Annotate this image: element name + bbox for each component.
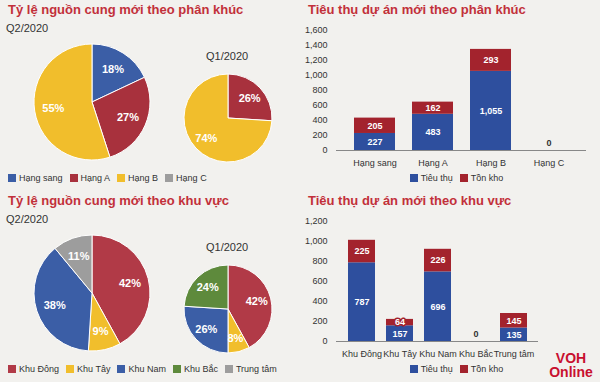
svg-text:8%: 8% (227, 332, 243, 344)
svg-text:26%: 26% (239, 92, 261, 104)
svg-text:Hạng C: Hạng C (534, 158, 565, 168)
html-text:Khu Tây: Khu Tây (77, 364, 111, 374)
svg-text:800: 800 (312, 256, 327, 266)
svg-text:9%: 9% (93, 325, 109, 337)
svg-text:74%: 74% (195, 132, 217, 144)
svg-text:Khu Đông: Khu Đông (342, 349, 382, 359)
svg-text:226: 226 (430, 255, 445, 265)
svg-text:227: 227 (367, 137, 382, 147)
svg-text:Hạng B: Hạng B (476, 158, 506, 168)
html-text:Hạng B: Hạng B (128, 173, 159, 183)
svg-text:Hạng A: Hạng A (418, 158, 448, 168)
svg-text:157: 157 (392, 329, 407, 339)
svg-text:1,600: 1,600 (305, 25, 328, 35)
html-text:Tỷ lệ nguồn cung mới theo khu: Tỷ lệ nguồn cung mới theo khu vực (8, 193, 229, 208)
svg-text:400: 400 (312, 296, 327, 306)
svg-text:55%: 55% (42, 102, 64, 114)
html-text:Tỷ lệ nguồn cung mới theo phân: Tỷ lệ nguồn cung mới theo phân khúc (8, 2, 244, 17)
svg-text:0: 0 (322, 336, 327, 346)
svg-text:1,055: 1,055 (480, 106, 503, 116)
svg-text:0: 0 (546, 138, 551, 148)
svg-text:Khu Nam: Khu Nam (419, 349, 457, 359)
svg-text:787: 787 (354, 297, 369, 307)
html-text:Hạng C: Hạng C (176, 173, 207, 183)
svg-text:1,400: 1,400 (305, 40, 328, 50)
html-text:Hạng A: Hạng A (80, 173, 111, 183)
html-text:Tiêu thụ dự án mới theo phân k: Tiêu thụ dự án mới theo phân khúc (308, 2, 526, 17)
svg-text:Q2/2020: Q2/2020 (6, 213, 48, 225)
svg-text:38%: 38% (44, 299, 66, 311)
svg-text:27%: 27% (117, 111, 139, 123)
svg-text:Q1/2020: Q1/2020 (206, 50, 248, 62)
svg-text:600: 600 (312, 100, 327, 110)
svg-text:483: 483 (425, 127, 440, 137)
svg-text:Q1/2020: Q1/2020 (206, 241, 248, 253)
html-text:Khu Nam: Khu Nam (128, 364, 166, 374)
svg-text:42%: 42% (119, 277, 141, 289)
svg-text:1,000: 1,000 (305, 236, 328, 246)
svg-text:1,200: 1,200 (305, 55, 328, 65)
html-text:Hạng sang: Hạng sang (19, 173, 63, 183)
svg-text:205: 205 (367, 121, 382, 131)
svg-text:200: 200 (312, 130, 327, 140)
svg-text:11%: 11% (68, 250, 90, 262)
html-text:Khu Đông: Khu Đông (19, 364, 59, 374)
html-text:Khu Bắc: Khu Bắc (183, 364, 218, 374)
html-text:Tiêu thụ: Tiêu thụ (420, 364, 453, 374)
html-text:Tồn kho: Tồn kho (470, 364, 504, 374)
svg-text:162: 162 (425, 103, 440, 113)
svg-text:293: 293 (483, 55, 498, 65)
svg-text:18%: 18% (102, 63, 124, 75)
html-text:Tiêu thụ: Tiêu thụ (420, 173, 453, 183)
svg-text:696: 696 (430, 302, 445, 312)
svg-text:600: 600 (312, 276, 327, 286)
svg-text:400: 400 (312, 115, 327, 125)
svg-text:Hạng sang: Hạng sang (353, 158, 397, 168)
html-text:Trung tâm: Trung tâm (236, 364, 277, 374)
svg-text:0: 0 (322, 145, 327, 155)
svg-text:1,000: 1,000 (305, 70, 328, 80)
svg-text:Khu Bắc: Khu Bắc (459, 349, 494, 359)
svg-text:1,200: 1,200 (305, 216, 328, 226)
html-text:Tiêu thụ dự án mới theo khu vự: Tiêu thụ dự án mới theo khu vực (308, 193, 512, 208)
svg-text:135: 135 (506, 330, 521, 340)
svg-text:26%: 26% (195, 323, 217, 335)
svg-text:Khu Tây: Khu Tây (383, 349, 417, 359)
svg-text:145: 145 (506, 316, 521, 326)
html-text:Tồn kho: Tồn kho (470, 173, 504, 183)
svg-text:Q2/2020: Q2/2020 (6, 22, 48, 34)
svg-text:64: 64 (395, 317, 405, 327)
svg-text:225: 225 (354, 246, 369, 256)
svg-text:200: 200 (312, 316, 327, 326)
html-text:VOH Online: VOH Online (549, 350, 593, 380)
svg-text:42%: 42% (246, 295, 268, 307)
svg-text:24%: 24% (197, 281, 219, 293)
svg-text:Trung tâm: Trung tâm (494, 349, 535, 359)
svg-text:800: 800 (312, 85, 327, 95)
svg-text:0: 0 (473, 329, 478, 339)
